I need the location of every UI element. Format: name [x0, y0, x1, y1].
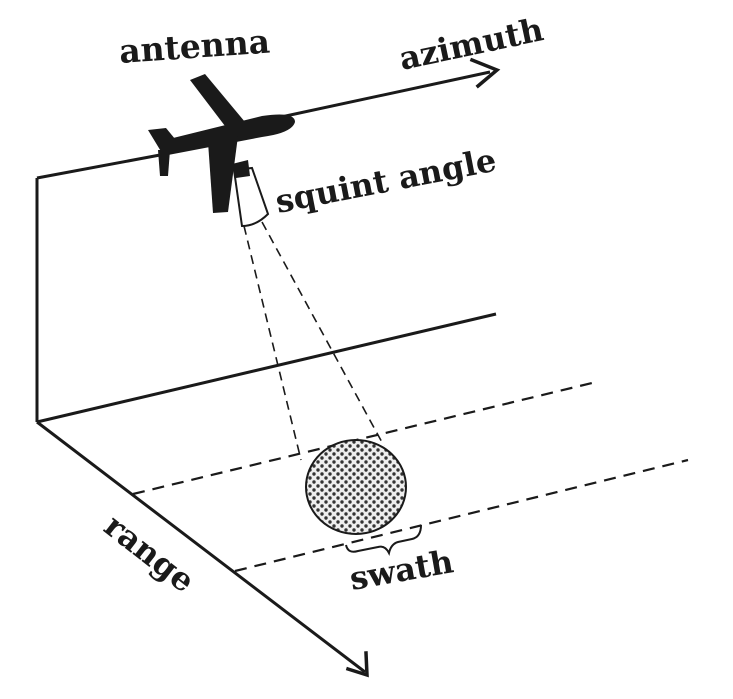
squint-angle-label: squint angle [272, 141, 499, 221]
azimuth-arrowhead [469, 57, 501, 89]
ground-track-line [36, 312, 497, 424]
antenna-mount [232, 160, 250, 178]
top-horizontal-line [36, 153, 161, 180]
swath-far-dashed-line [234, 458, 689, 573]
range-axis-label: range [97, 506, 202, 600]
azimuth-label: azimuth [396, 10, 547, 78]
range-arrowhead [345, 651, 369, 678]
swath-brace [345, 524, 422, 556]
antenna-label: antenna [118, 22, 271, 71]
beam-left-dashed-line [243, 225, 302, 461]
airplane-icon [148, 74, 295, 213]
beam-right-dashed-line [261, 221, 385, 447]
squint-angle-cone [232, 166, 270, 228]
antenna-footprint-ellipse [305, 439, 407, 535]
range-axis-line [36, 420, 366, 674]
